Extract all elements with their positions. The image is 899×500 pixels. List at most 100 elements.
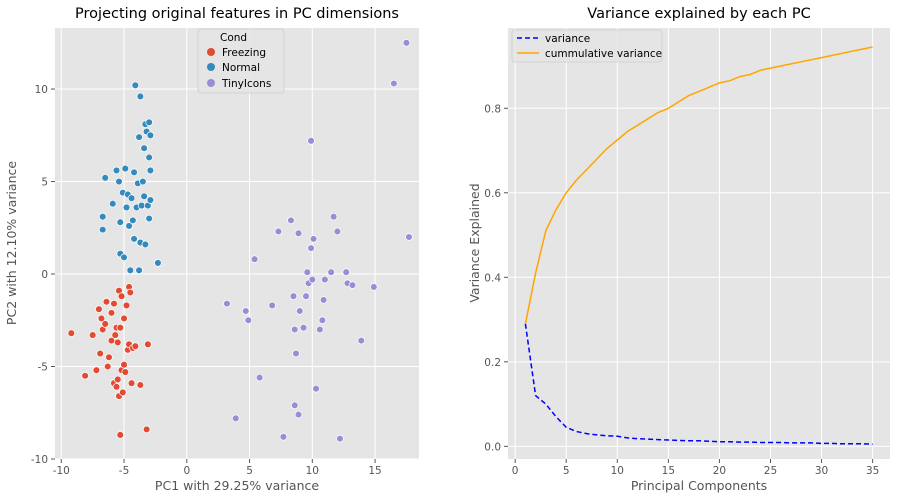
point-normal bbox=[129, 216, 137, 225]
variance-y-tick-label: 0.8 bbox=[484, 103, 501, 115]
point-normal bbox=[136, 92, 145, 101]
point-freezing bbox=[114, 338, 122, 347]
point-tinyicons bbox=[290, 325, 299, 334]
scatter-y-tick-label: 0 bbox=[41, 269, 48, 281]
point-normal bbox=[121, 164, 130, 173]
point-normal bbox=[101, 174, 109, 182]
point-tinyicons bbox=[318, 316, 327, 325]
point-freezing bbox=[67, 329, 76, 337]
point-tinyicons bbox=[321, 275, 329, 284]
point-normal bbox=[98, 225, 107, 234]
point-freezing bbox=[102, 298, 111, 306]
scatter-x-tick-label: -5 bbox=[119, 465, 129, 477]
scatter-legend-title: Cond bbox=[220, 32, 247, 44]
scatter-y-tick-label: 5 bbox=[41, 177, 48, 189]
legend-label-tinyicons: TinyIcons bbox=[221, 78, 271, 90]
point-tinyicons bbox=[390, 79, 398, 88]
point-tinyicons bbox=[244, 316, 253, 325]
legend-marker-tinyicons bbox=[207, 79, 215, 87]
point-tinyicons bbox=[294, 410, 303, 419]
scatter-x-tick-label: -10 bbox=[53, 465, 70, 477]
scatter-title: Projecting original features in PC dimen… bbox=[75, 6, 399, 22]
scatter-legend-box bbox=[197, 28, 285, 94]
scatter-points bbox=[67, 39, 413, 443]
point-freezing bbox=[131, 342, 140, 350]
point-tinyicons bbox=[342, 268, 350, 276]
point-tinyicons bbox=[292, 349, 300, 358]
point-tinyicons bbox=[348, 281, 357, 289]
scatter-y-tick-label: -10 bbox=[31, 454, 48, 466]
point-normal bbox=[140, 144, 148, 152]
scatter-x-axis-label: PC1 with 29.25% variance bbox=[155, 478, 319, 493]
point-normal bbox=[130, 235, 138, 243]
point-freezing bbox=[127, 379, 136, 387]
point-tinyicons bbox=[231, 414, 240, 423]
point-tinyicons bbox=[255, 373, 264, 382]
legend-label-normal: Normal bbox=[222, 62, 260, 74]
point-freezing bbox=[114, 375, 122, 384]
legend-label-freezing: Freezing bbox=[222, 47, 266, 59]
point-normal bbox=[125, 222, 133, 230]
point-tinyicons bbox=[279, 433, 288, 441]
variance-grid bbox=[508, 28, 890, 459]
point-freezing bbox=[120, 360, 128, 369]
point-freezing bbox=[144, 340, 152, 349]
legend-marker-freezing bbox=[207, 48, 215, 56]
variance-x-axis-label: Principal Components bbox=[631, 478, 767, 493]
point-tinyicons bbox=[319, 296, 328, 304]
point-freezing bbox=[88, 331, 97, 339]
point-normal bbox=[131, 81, 140, 90]
point-freezing bbox=[142, 425, 151, 434]
variance-x-tick-label: 25 bbox=[764, 465, 777, 477]
point-tinyicons bbox=[299, 323, 308, 332]
point-freezing bbox=[95, 305, 103, 313]
line-cumulative-variance bbox=[524, 46, 873, 324]
scatter-chart: -10 -5 0 5 10 15 -10 -5 0 5 10 Projecting original… bbox=[4, 6, 419, 493]
variance-x-tick-label: 35 bbox=[866, 465, 879, 477]
point-tinyicons bbox=[333, 227, 342, 236]
scatter-tick-labels: -10 -5 0 5 10 15 -10 -5 0 5 10 bbox=[31, 84, 382, 477]
point-tinyicons bbox=[287, 216, 295, 225]
point-tinyicons bbox=[312, 384, 320, 393]
point-freezing bbox=[103, 362, 112, 371]
point-tinyicons bbox=[268, 301, 276, 310]
point-tinyicons bbox=[308, 275, 317, 284]
point-normal bbox=[146, 196, 155, 204]
point-tinyicons bbox=[289, 292, 298, 300]
point-normal bbox=[145, 153, 153, 162]
point-tinyicons bbox=[402, 39, 411, 47]
scatter-legend: Cond Freezing Normal TinyIcons bbox=[197, 28, 285, 94]
point-freezing bbox=[81, 372, 89, 380]
point-normal bbox=[116, 218, 125, 226]
point-normal bbox=[146, 166, 155, 175]
scatter-y-axis-label: PC2 with 12.10% variance bbox=[4, 161, 19, 325]
point-freezing bbox=[97, 314, 106, 323]
point-tinyicons bbox=[327, 268, 335, 276]
point-freezing bbox=[112, 383, 121, 391]
point-normal bbox=[127, 194, 136, 202]
point-normal bbox=[135, 266, 143, 275]
point-tinyicons bbox=[336, 434, 344, 443]
point-tinyicons bbox=[370, 283, 378, 291]
variance-title: Variance explained by each PC bbox=[587, 6, 810, 22]
point-tinyicons bbox=[303, 268, 312, 276]
point-normal bbox=[122, 203, 131, 212]
point-tinyicons bbox=[296, 307, 304, 315]
point-freezing bbox=[121, 368, 130, 376]
legend-marker-normal bbox=[207, 63, 215, 71]
point-freezing bbox=[110, 299, 118, 308]
point-freezing bbox=[116, 431, 125, 439]
point-normal bbox=[120, 253, 128, 262]
legend-label-cumulative: cummulative variance bbox=[545, 48, 662, 60]
point-freezing bbox=[92, 366, 101, 374]
variance-y-axis-label: Variance Explained bbox=[467, 183, 482, 302]
point-tinyicons bbox=[309, 235, 318, 243]
point-freezing bbox=[117, 292, 126, 300]
point-tinyicons bbox=[329, 212, 338, 221]
point-tinyicons bbox=[357, 336, 366, 345]
point-freezing bbox=[96, 349, 104, 358]
point-freezing bbox=[101, 320, 109, 328]
point-tinyicons bbox=[302, 292, 310, 300]
point-tinyicons bbox=[223, 299, 231, 308]
